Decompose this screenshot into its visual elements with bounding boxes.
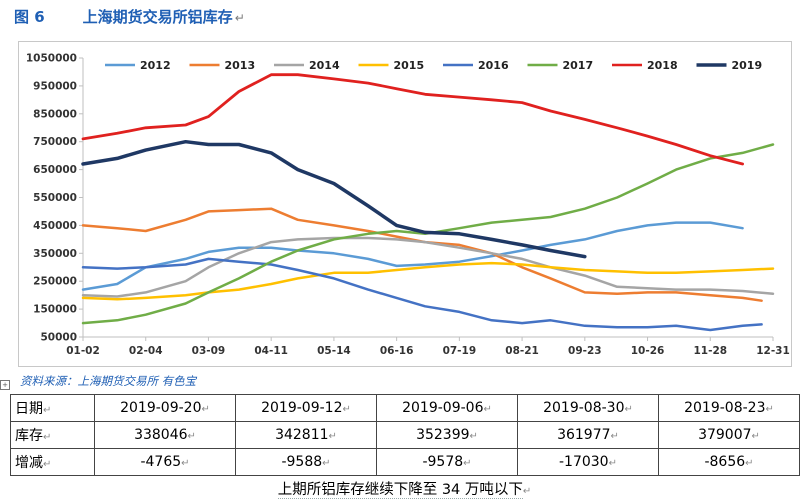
table-cell: 352399↵ — [376, 421, 518, 449]
legend-label-2017: 2017 — [563, 59, 594, 72]
line-chart: 2012 2013 2014 2015 2016 2017 2018 2019 1050000… — [26, 53, 790, 358]
legend-label-2015: 2015 — [394, 59, 425, 72]
series-line-2013 — [81, 207, 763, 302]
table-cell: 2019-09-12↵ — [235, 394, 377, 422]
table-row: 增减↵ -4765↵ -9588↵ -9578↵ -17030↵ -8656↵ — [10, 448, 800, 476]
table-cell: 338046↵ — [94, 421, 236, 449]
table-cell: 2019-09-20↵ — [94, 394, 236, 422]
row-header: 库存↵ — [10, 421, 95, 449]
table-cell: -9588↵ — [235, 448, 377, 476]
y-tick-label: 250000 — [33, 276, 77, 288]
table-cell: 2019-09-06↵ — [376, 394, 518, 422]
y-tick-label: 850000 — [33, 108, 77, 120]
y-axis: 1050000 950000 850000 750000 650000 550000 450… — [26, 53, 84, 344]
x-tick-label: 10-26 — [631, 345, 665, 357]
series-line-2016 — [81, 257, 763, 332]
table-cell: -17030↵ — [517, 448, 659, 476]
y-tick-label: 1050000 — [26, 53, 77, 65]
y-tick-label: 350000 — [33, 248, 77, 260]
y-tick-label: 50000 — [40, 332, 77, 344]
series-line-2014 — [81, 236, 775, 298]
table-cell: -4765↵ — [94, 448, 236, 476]
chart-frame: 2012 2013 2014 2015 2016 2017 2018 2019 1050000… — [18, 41, 792, 367]
y-tick-label: 150000 — [33, 304, 77, 316]
x-tick-label: 08-21 — [505, 345, 539, 357]
series-line-2019 — [81, 139, 587, 259]
x-tick-label: 03-09 — [192, 345, 226, 357]
table-cell: -8656↵ — [658, 448, 800, 476]
anchor-icon: + — [0, 380, 10, 390]
y-tick-label: 950000 — [33, 80, 77, 92]
x-tick-label: 04-11 — [254, 345, 288, 357]
figure-title: 上海期货交易所铝库存 — [82, 8, 233, 26]
legend-label-2012: 2012 — [140, 59, 171, 72]
y-tick-label: 550000 — [33, 192, 77, 204]
table-cell: 361977↵ — [517, 421, 659, 449]
figure-header: 图 6 上海期货交易所铝库存 ↵ — [14, 6, 245, 30]
y-tick-label: 450000 — [33, 220, 77, 232]
x-tick-label: 05-14 — [317, 345, 351, 357]
row-header: 日期↵ — [10, 394, 95, 422]
series-line-2012 — [81, 221, 744, 291]
x-tick-label: 01-02 — [66, 345, 100, 357]
inventory-table: 日期↵ 2019-09-20↵ 2019-09-12↵ 2019-09-06↵ … — [10, 394, 800, 476]
table-cell: 342811↵ — [235, 421, 377, 449]
legend-label-2018: 2018 — [647, 59, 678, 72]
y-tick-label: 650000 — [33, 164, 77, 176]
table-row: 库存↵ 338046↵ 342811↵ 352399↵ 361977↵ 3790… — [10, 421, 800, 449]
legend-label-2014: 2014 — [309, 59, 340, 72]
series-line-2018 — [81, 73, 744, 166]
series-line-2015 — [81, 261, 775, 301]
source-note: 资料来源：上海期货交易所 有色宝 — [20, 374, 197, 388]
x-tick-label: 09-23 — [568, 345, 602, 357]
figure-number: 图 6 — [14, 8, 45, 26]
x-tick-label: 07-19 — [443, 345, 477, 357]
table-cell: 2019-08-23↵ — [658, 394, 800, 422]
y-tick-label: 750000 — [33, 136, 77, 148]
x-tick-label: 06-16 — [380, 345, 414, 357]
x-axis: 01-02 02-04 03-09 04-11 05-14 06-16 07-19 08-21… — [66, 336, 790, 357]
x-tick-label: 12-31 — [756, 345, 790, 357]
chart-legend: 2012 2013 2014 2015 2016 2017 2018 2019 — [105, 59, 762, 72]
table-row: 日期↵ 2019-09-20↵ 2019-09-12↵ 2019-09-06↵ … — [10, 394, 800, 422]
chart-caption: 上期所铝库存继续下降至 34 万吨以下↵ — [277, 482, 532, 499]
series-lines — [81, 73, 775, 332]
x-tick-label: 02-04 — [129, 345, 163, 357]
paragraph-mark-icon: ↵ — [234, 11, 245, 25]
legend-label-2013: 2013 — [225, 59, 256, 72]
x-tick-label: 11-28 — [693, 345, 727, 357]
row-header: 增减↵ — [10, 448, 95, 476]
table-cell: -9578↵ — [376, 448, 518, 476]
legend-label-2016: 2016 — [478, 59, 509, 72]
legend-label-2019: 2019 — [732, 59, 763, 72]
table-cell: 2019-08-30↵ — [517, 394, 659, 422]
table-cell: 379007↵ — [658, 421, 800, 449]
